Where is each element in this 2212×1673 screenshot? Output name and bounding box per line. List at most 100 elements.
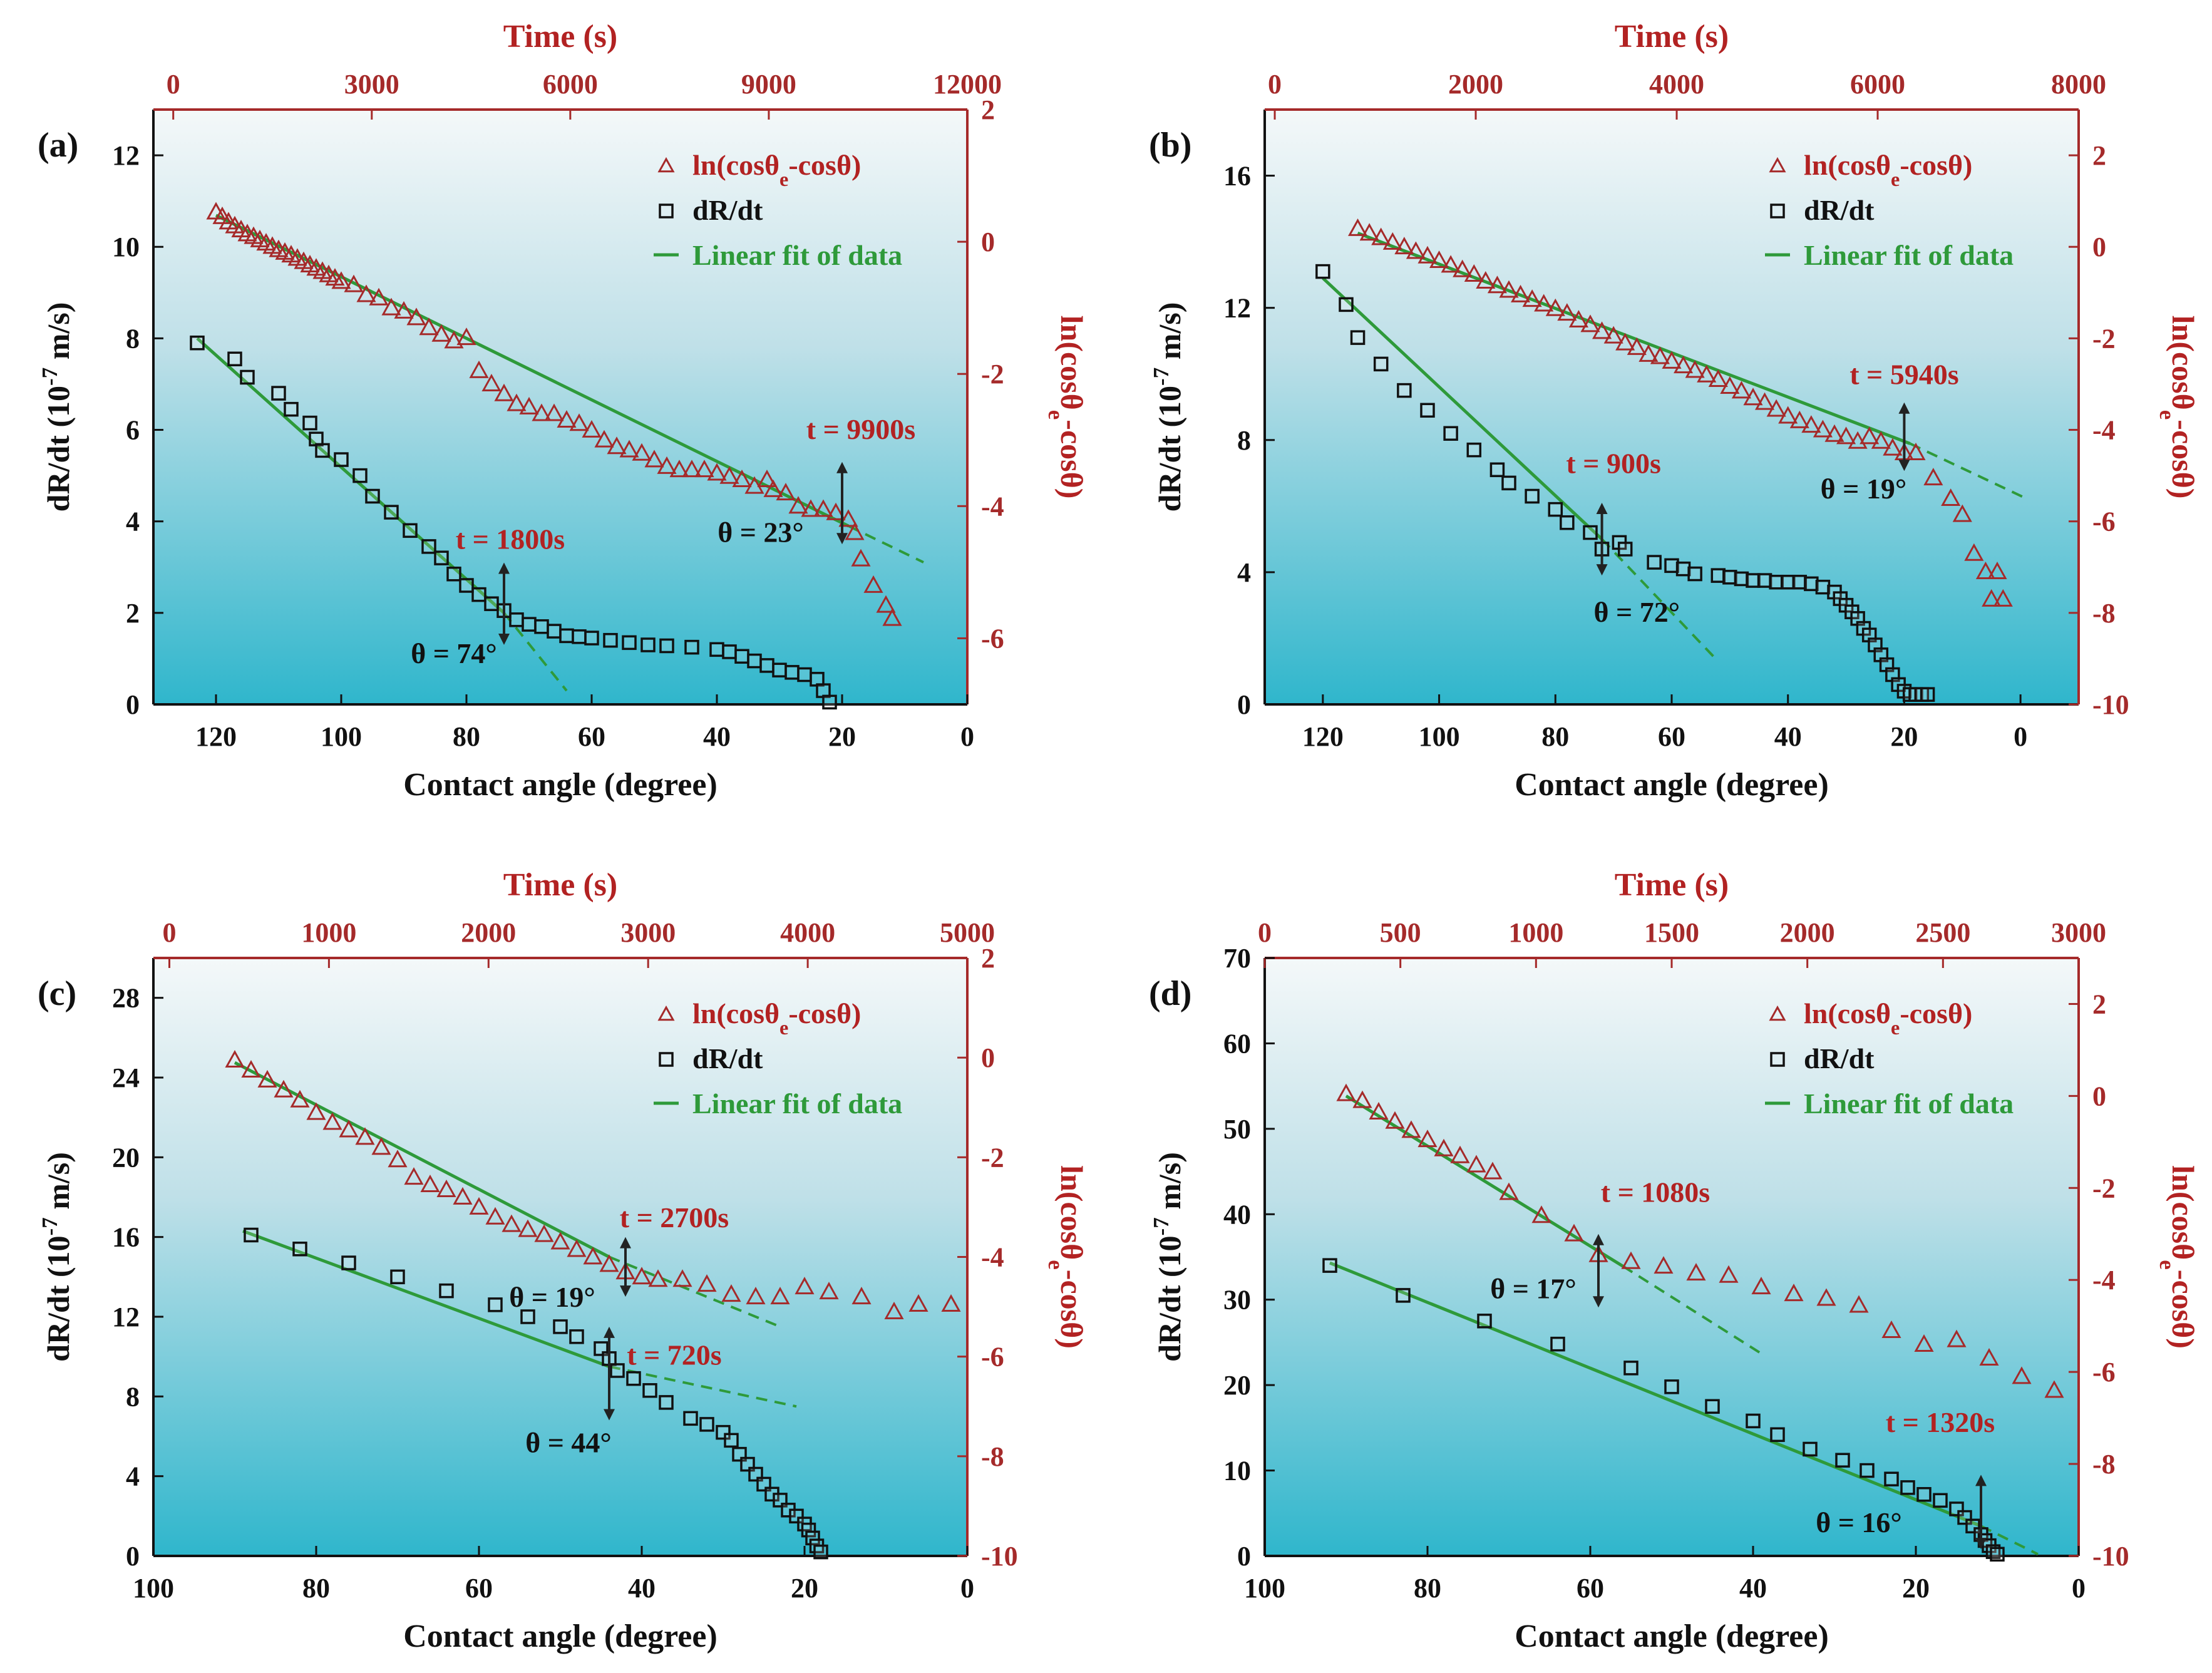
triangle-point [1621,1251,1641,1269]
square-point [1373,356,1389,372]
triangle-point [1979,1348,1999,1366]
arrow-head-down [604,1409,615,1421]
legend-label-ln-cos: ln(cosθe-cosθ) [1804,149,1972,190]
triangle-point [306,1102,326,1120]
triangle-point [453,1187,473,1205]
triangle-point [369,287,389,306]
triangle-point [1654,1256,1674,1274]
square-point [1583,525,1598,540]
y-tick-label: 20 [1223,1370,1251,1401]
time-annotation: t = 900s [1566,448,1660,480]
triangle-point [1743,388,1763,406]
panel-c: 100 80 60 40 20 00 1000 2000 3000 4000 50000481216… [38,867,1090,1654]
square-point [1900,1480,1915,1495]
triangle-point [1476,270,1496,289]
y2-tick-label: -2 [2092,1173,2116,1203]
fit-line [1322,277,1603,540]
y2-tick-label: -6 [981,1342,1004,1372]
triangle-point [1385,1111,1405,1129]
triangle-point [1568,310,1588,328]
triangle-point [1697,364,1717,383]
triangle-point [355,1127,375,1145]
x2-tick-label: 1500 [1644,917,1699,948]
y-tick-label: 40 [1223,1199,1251,1230]
triangle-point [1686,1263,1706,1281]
square-point [292,1242,307,1257]
fit-line [1345,1094,1624,1268]
triangle-point [1947,1329,1967,1347]
triangle-point [1522,289,1542,307]
triangle-point [2012,1366,2032,1384]
triangle-point [518,1219,538,1237]
triangle-point [419,317,439,336]
y-axis-title: dR/dt (10-7 m/s) [1149,302,1188,512]
panel-label: (b) [1149,126,1191,165]
triangle-point [801,499,821,517]
y2-tick-label: -10 [2092,1541,2129,1572]
arrow-head-down [498,634,510,645]
triangle-point [644,450,664,468]
x-tick-label: 40 [628,1573,656,1604]
x-tick-label: 40 [703,721,731,752]
x-tick-label: 80 [1414,1573,1441,1604]
x2-tick-label: 4000 [1649,69,1704,100]
fit-extrapolation-dashed [848,525,924,564]
arrow-head-up [1596,503,1608,515]
triangle-point [1755,392,1775,410]
triangle-point [1499,280,1519,298]
x2-axis-title: Time (s) [503,867,617,903]
triangle-point [502,1214,522,1232]
series-ln-cos [1348,218,2013,607]
square-point [1746,1413,1761,1429]
triangle-point [494,383,514,401]
square-point [547,624,562,639]
triangle-point [1731,381,1751,399]
fit-line [242,1229,610,1368]
triangle-point [1914,1334,1934,1352]
y-tick-label: 28 [112,983,140,1014]
y2-tick-label: -10 [2092,689,2129,720]
x-tick-label: 100 [1244,1573,1285,1604]
triangle-point [1406,241,1426,259]
triangle-point [1394,237,1414,255]
triangle-point [406,307,426,326]
y2-tick-label: 0 [2092,232,2106,262]
y-tick-label: 12 [112,140,140,171]
x-tick-label: 20 [1890,721,1918,752]
x2-tick-label: 2500 [1915,917,1970,948]
triangle-point [507,393,527,411]
triangle-point [1371,227,1391,245]
square-point [722,644,737,659]
y-tick-label: 4 [126,507,140,537]
triangle-point [1923,468,1943,486]
triangle-point [746,1287,766,1305]
y2-tick-label: -6 [2092,507,2116,537]
square-point [626,1371,641,1386]
y2-axis-title: ln(cosθe-cosθ) [2156,1165,2201,1349]
square-point [569,1329,584,1344]
x2-tick-label: 3000 [2051,917,2106,948]
y-tick-label: 2 [126,598,140,629]
triangle-point [241,1059,261,1078]
fit-extrapolation-dashed [609,1255,781,1328]
triangle-point [481,373,502,391]
panel-a: 120 100 80 60 40 20 00 3000 6000 9000 120000246810… [38,19,1090,803]
square-point [683,1411,698,1426]
x2-tick-label: 1000 [1508,917,1563,948]
square-point [747,653,762,669]
square-point [434,550,449,565]
triangle-point [1849,1295,1869,1313]
triangle-point [583,1247,603,1265]
legend-square-icon [659,1052,674,1067]
square-point [797,667,812,682]
triangle-point [1801,415,1821,433]
triangle-point [1417,245,1438,264]
x-tick-label: 20 [828,721,856,752]
fit-line [1329,1261,1982,1528]
triangle-point [882,608,902,626]
square-point [1489,462,1505,478]
x-tick-label: 0 [2072,1573,2086,1604]
square-point [1396,1288,1411,1303]
triangle-point [770,1287,790,1305]
square-point [584,631,599,646]
